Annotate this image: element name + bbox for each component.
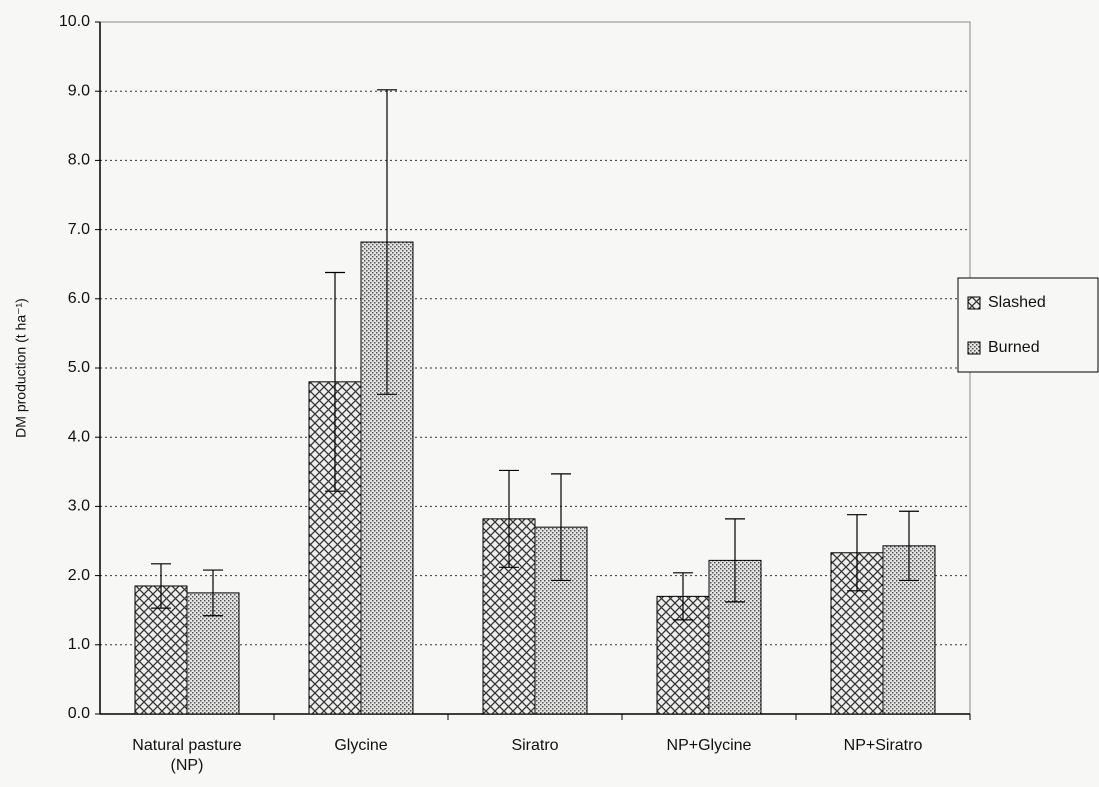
x-tick-label: Glycine — [334, 737, 388, 754]
y-axis-label: DM production (t ha⁻¹) — [13, 298, 29, 438]
x-tick-label: NP+Glycine — [666, 737, 752, 754]
error-bar — [673, 572, 693, 621]
y-tick-label: 4.0 — [68, 428, 90, 445]
y-tick-label: 3.0 — [68, 498, 90, 515]
legend-swatch — [967, 341, 981, 355]
y-tick-label: 7.0 — [68, 221, 90, 238]
error-bar — [325, 271, 345, 492]
y-tick-label: 0.0 — [68, 705, 90, 722]
x-tick-label: Natural pasture (NP) — [132, 737, 242, 774]
y-tick-label: 10.0 — [59, 13, 90, 30]
error-bar — [725, 518, 745, 603]
y-tick-label: 6.0 — [68, 290, 90, 307]
error-bar — [377, 89, 397, 395]
y-tick-label: 1.0 — [68, 636, 90, 653]
legend-box — [957, 277, 1099, 373]
error-bar — [847, 514, 867, 592]
legend-label: Burned — [988, 339, 1040, 356]
error-bar — [551, 473, 571, 582]
x-tick-label: Siratro — [511, 737, 559, 754]
legend-label: Slashed — [988, 294, 1046, 311]
y-tick-label: 5.0 — [68, 359, 90, 376]
legend-swatch — [967, 296, 981, 310]
error-bar — [151, 563, 171, 609]
error-bar — [899, 510, 919, 582]
error-bar — [499, 469, 519, 568]
y-tick-label: 8.0 — [68, 152, 90, 169]
x-tick-label: NP+Siratro — [843, 737, 923, 754]
y-tick-label: 2.0 — [68, 567, 90, 584]
y-tick-label: 9.0 — [68, 82, 90, 99]
error-bar — [203, 569, 223, 617]
